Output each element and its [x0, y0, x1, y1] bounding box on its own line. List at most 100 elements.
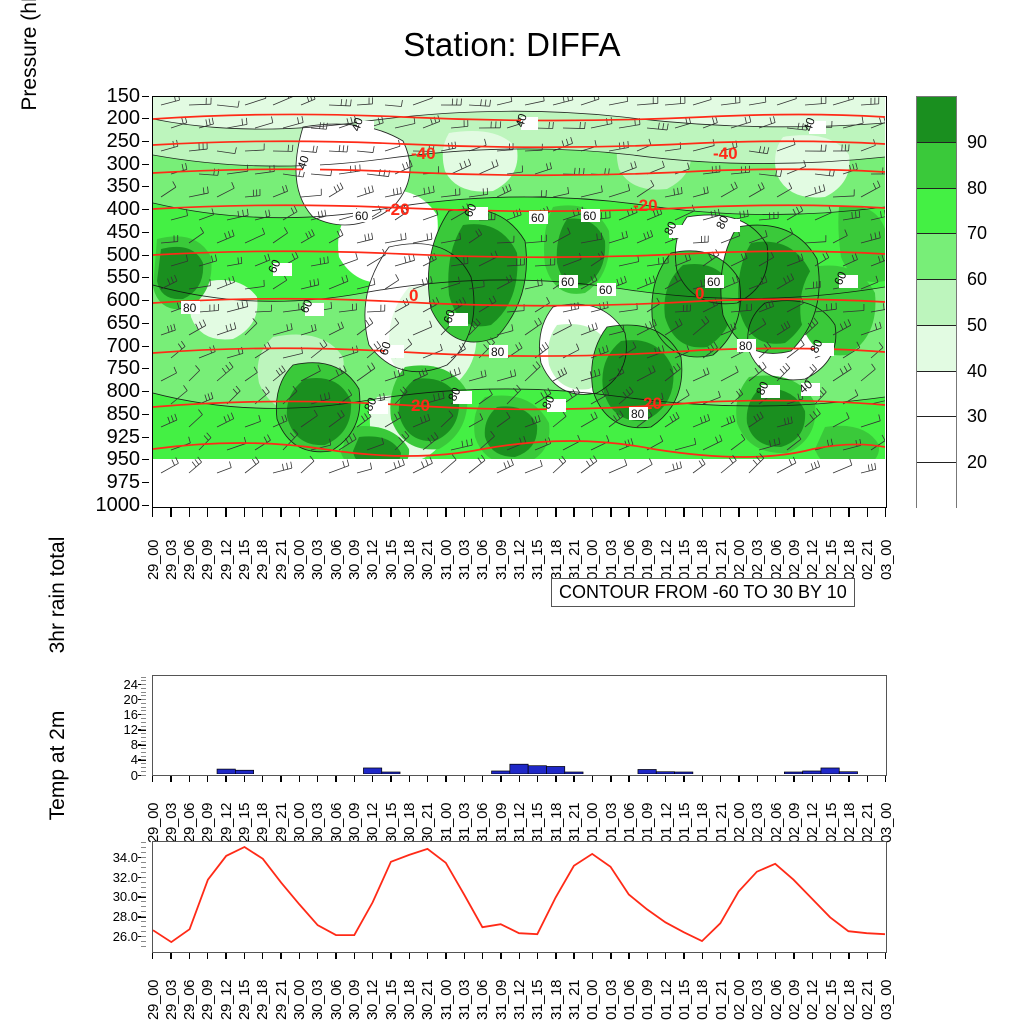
- svg-text:60: 60: [355, 209, 369, 223]
- x-tickmark: [866, 776, 869, 782]
- x-tickmark: [720, 953, 722, 959]
- rain-minor-tick: [141, 695, 146, 697]
- x-tickmark: [188, 508, 191, 517]
- svg-text:60: 60: [377, 340, 395, 357]
- x-tick-label-31_21: 31_21: [565, 802, 583, 843]
- rain-minor-tick: [141, 699, 146, 701]
- x-tickmark: [225, 953, 227, 959]
- x-tickmark: [591, 508, 594, 517]
- rain-minor-tick: [141, 729, 146, 731]
- humidity-label-60k: 60: [705, 275, 724, 289]
- svg-text:40: 40: [801, 116, 819, 133]
- rain-minor-tick: [141, 770, 146, 772]
- x-tickmark: [152, 953, 154, 959]
- humidity-label-80e: 80: [737, 339, 756, 353]
- x-tick-label-30_03: 30_03: [309, 979, 327, 1020]
- rain-minor-tick: [141, 725, 146, 727]
- rain-tick-12: 12: [123, 722, 138, 738]
- pressure-tick-350: 350: [106, 175, 140, 197]
- x-tick-label-31_12: 31_12: [511, 979, 528, 1020]
- svg-text:60: 60: [297, 297, 316, 315]
- pressure-tick-750: 750: [106, 357, 140, 379]
- x-tick-label-31_12: 31_12: [511, 802, 528, 843]
- x-tick-label-01_15: 01_15: [675, 802, 693, 843]
- x-tickmark: [426, 508, 429, 517]
- x-tick-label-29_03: 29_03: [162, 539, 180, 580]
- humidity-label-80h: 80: [539, 393, 566, 412]
- x-tickmark: [481, 776, 484, 782]
- temp-minor-tick: [141, 921, 146, 923]
- humidity-colorbar: [916, 96, 957, 509]
- colorbar-label-80: 80: [967, 177, 988, 198]
- temp-minor-tick: [141, 886, 146, 888]
- svg-text:60: 60: [561, 275, 575, 289]
- x-tick-label-02_15: 02_15: [822, 539, 840, 580]
- colorbar-label-90: 90: [967, 131, 988, 152]
- pressure-tickmark: [142, 323, 149, 325]
- pressure-tickmark: [142, 300, 149, 302]
- x-tickmark: [536, 953, 539, 959]
- x-tick-label-30_09: 30_09: [346, 979, 364, 1020]
- x-tick-label-02_09: 02_09: [785, 539, 803, 580]
- x-tick-label-01_06: 01_06: [620, 979, 638, 1020]
- rain-minor-tick: [141, 717, 146, 719]
- x-tickmark: [646, 508, 649, 517]
- x-tickmark: [830, 953, 832, 959]
- x-tickmark: [298, 953, 300, 959]
- rain-minor-tick: [141, 714, 146, 716]
- x-tickmark: [335, 508, 337, 517]
- colorbar-band-8: [917, 463, 956, 509]
- pressure-tick-150: 150: [106, 85, 140, 107]
- x-tickmark: [518, 508, 520, 517]
- x-tick-label-30_21: 30_21: [419, 802, 437, 843]
- humidity-label-60g: 60: [441, 308, 468, 326]
- x-tickmark: [335, 776, 337, 782]
- isotherm-label-0b: 0: [695, 284, 704, 303]
- temp-panel: [152, 841, 887, 953]
- x-tick-label-03_00: 03_00: [877, 802, 895, 843]
- temp-minor-tick: [141, 861, 146, 863]
- x-tickmark: [353, 776, 355, 782]
- x-tick-label-01_18: 01_18: [694, 539, 712, 580]
- rain-minor-tick: [141, 736, 146, 738]
- humidity-label-80j: 80: [753, 379, 780, 398]
- humidity-label-40d: 40: [295, 154, 320, 172]
- x-tick-label-02_06: 02_06: [767, 979, 785, 1020]
- x-tickmark: [628, 953, 630, 959]
- colorbar-band-3: [917, 234, 956, 281]
- x-tick-label-01_15: 01_15: [675, 539, 693, 580]
- x-tickmark: [243, 953, 246, 959]
- svg-text:40: 40: [349, 116, 367, 133]
- temp-minor-tick: [141, 846, 146, 848]
- humidity-label-40: 40: [349, 116, 374, 134]
- x-tick-label-30_03: 30_03: [309, 539, 327, 580]
- x-tickmark: [555, 776, 557, 782]
- pressure-tick-500: 500: [106, 244, 140, 266]
- pressure-tick-650: 650: [106, 312, 140, 334]
- x-tickmark: [536, 508, 539, 517]
- humidity-label-60l: 60: [831, 269, 858, 288]
- x-tickmark: [518, 953, 520, 959]
- rain-x-labels: 29_00 29_03 29_06 29_09 29_12 29_15 29_18 29_21…: [145, 783, 895, 845]
- x-tick-label-29_06: 29_06: [181, 539, 199, 580]
- pressure-tick-850: 850: [106, 403, 140, 425]
- x-tickmark: [756, 776, 759, 782]
- humidity-label-60e: 60: [265, 257, 292, 276]
- x-tickmark: [445, 776, 447, 782]
- temp-minor-tick: [141, 876, 146, 878]
- x-tickmark: [280, 953, 282, 959]
- rain-minor-tick: [141, 721, 146, 723]
- rain-axis-label: 3hr rain total: [46, 536, 69, 654]
- temp-minor-tick: [141, 911, 146, 913]
- contour-caption: CONTOUR FROM -60 TO 30 BY 10: [551, 578, 855, 607]
- x-tick-label-01_21: 01_21: [712, 802, 730, 843]
- rain-bars: [216, 763, 858, 775]
- svg-text:60: 60: [461, 201, 480, 219]
- pressure-tickmark: [142, 186, 149, 188]
- humidity-label-80: 80: [661, 219, 688, 238]
- temp-minor-tick: [141, 841, 146, 843]
- pressure-tick-300: 300: [106, 153, 140, 175]
- rain-tick-16: 16: [123, 707, 138, 723]
- x-tick-label-02_21: 02_21: [859, 802, 877, 843]
- x-tick-label-29_15: 29_15: [236, 979, 254, 1020]
